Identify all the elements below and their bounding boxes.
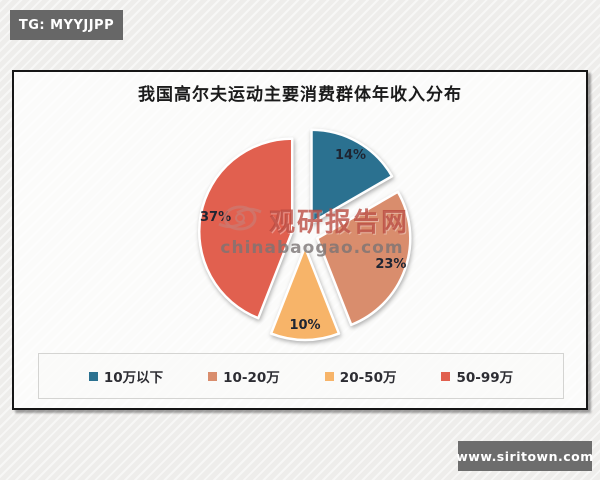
legend-item: 10-20万 (208, 366, 280, 386)
slice-value-label: 10% (289, 318, 320, 333)
legend-label: 10-20万 (223, 370, 280, 386)
legend-item: 10万以下 (88, 366, 164, 386)
legend-marker (88, 371, 98, 381)
pie-slice-2 (316, 190, 412, 327)
pie-slice-3 (269, 245, 341, 342)
slice-value-label: 37% (200, 210, 231, 225)
chart-panel: 我国高尔夫运动主要消费群体年收入分布 14% 23% 10% 37% 观研报告网 ch… (12, 70, 588, 410)
legend-marker (441, 371, 451, 381)
site-url-badge: www.siritown.com (456, 441, 594, 471)
chart-title: 我国高尔夫运动主要消费群体年收入分布 (138, 85, 462, 105)
chart-legend: 10万以下 10-20万 20-50万 50-99万 (38, 353, 564, 399)
slice-value-label: 23% (375, 257, 406, 272)
legend-label: 10万以下 (103, 370, 164, 386)
legend-item: 50-99万 (441, 366, 513, 386)
legend-item: 20-50万 (324, 366, 397, 386)
legend-marker (324, 371, 334, 381)
legend-label: 20-50万 (339, 370, 397, 386)
tg-handle-text: TG: MYYJJPP (18, 17, 115, 33)
legend-marker (208, 371, 218, 381)
legend-label: 50-99万 (456, 370, 514, 386)
slice-value-label: 14% (335, 148, 366, 163)
pie-slice-1 (310, 128, 394, 224)
tg-handle-badge: TG: MYYJJPP (10, 10, 123, 40)
pie-slice-4 (198, 137, 294, 320)
site-url-text: www.siritown.com (456, 448, 594, 464)
